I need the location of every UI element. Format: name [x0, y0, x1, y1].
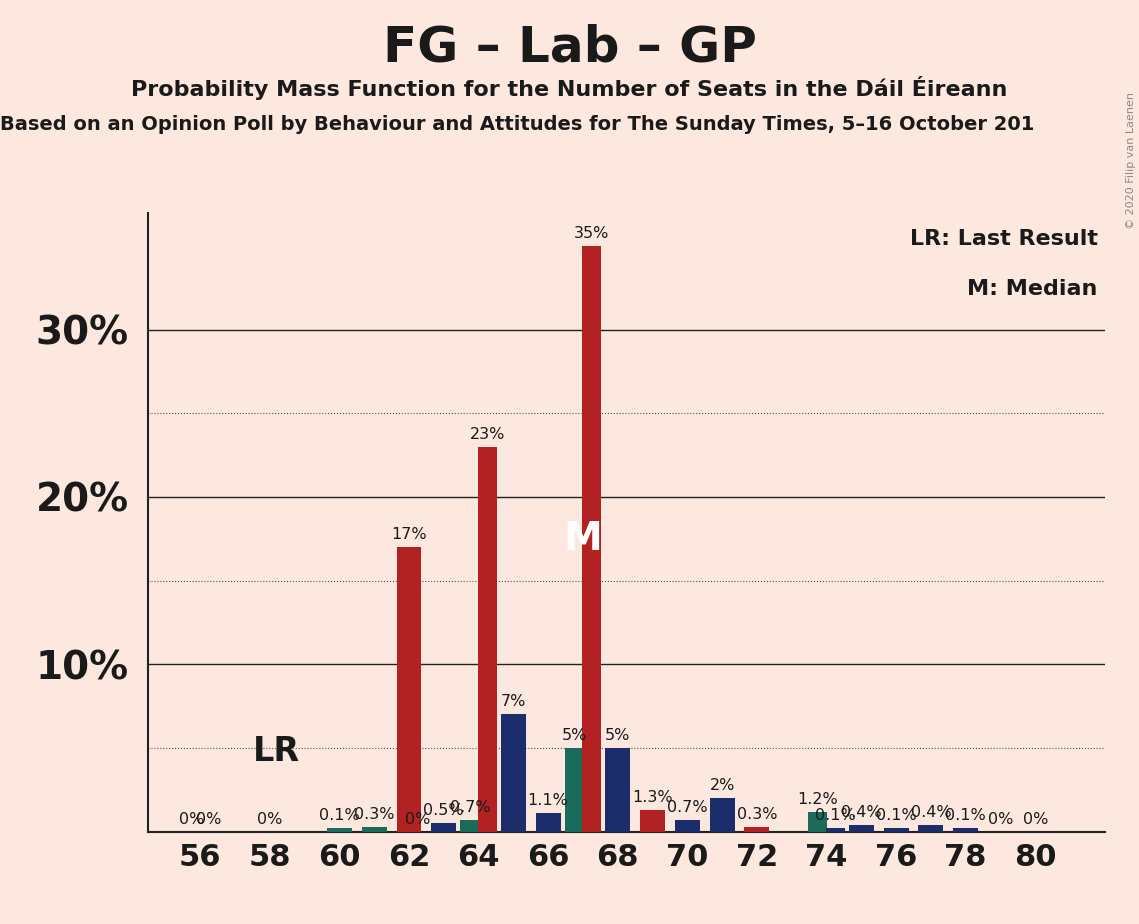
Bar: [809, 811, 827, 832]
Text: 0.7%: 0.7%: [450, 800, 490, 815]
Bar: [675, 820, 699, 832]
Text: 0.1%: 0.1%: [945, 808, 986, 823]
Text: 0.7%: 0.7%: [667, 800, 707, 815]
Text: 0.1%: 0.1%: [319, 808, 360, 823]
Text: 2%: 2%: [710, 778, 735, 793]
Bar: [432, 823, 457, 832]
Text: 5%: 5%: [562, 728, 587, 743]
Text: Based on an Opinion Poll by Behaviour and Attitudes for The Sunday Times, 5–16 O: Based on an Opinion Poll by Behaviour an…: [0, 116, 1034, 135]
Text: 1.1%: 1.1%: [527, 793, 568, 808]
Bar: [849, 825, 874, 832]
Text: 17%: 17%: [391, 527, 427, 542]
Text: © 2020 Filip van Laenen: © 2020 Filip van Laenen: [1126, 92, 1136, 229]
Text: 1.3%: 1.3%: [632, 790, 673, 805]
Bar: [826, 828, 845, 832]
Text: 7%: 7%: [501, 695, 526, 710]
Bar: [745, 827, 769, 832]
Text: Probability Mass Function for the Number of Seats in the Dáil Éireann: Probability Mass Function for the Number…: [131, 76, 1008, 100]
Text: 0%: 0%: [257, 811, 282, 827]
Text: 0.5%: 0.5%: [424, 803, 464, 819]
Bar: [565, 748, 584, 832]
Bar: [327, 828, 352, 832]
Bar: [396, 547, 421, 832]
Bar: [640, 809, 665, 832]
Text: FG – Lab – GP: FG – Lab – GP: [383, 23, 756, 71]
Text: LR: LR: [253, 735, 300, 768]
Bar: [953, 828, 978, 832]
Text: 0%: 0%: [179, 811, 204, 827]
Text: 0.3%: 0.3%: [354, 807, 394, 821]
Text: M: M: [564, 520, 603, 558]
Text: 0%: 0%: [196, 811, 222, 827]
Bar: [460, 820, 480, 832]
Bar: [884, 828, 909, 832]
Text: 0.1%: 0.1%: [876, 808, 917, 823]
Text: 1.2%: 1.2%: [797, 792, 838, 807]
Bar: [710, 798, 735, 832]
Bar: [501, 714, 526, 832]
Bar: [362, 827, 386, 832]
Text: 0.3%: 0.3%: [737, 807, 777, 821]
Text: 0.4%: 0.4%: [910, 805, 951, 820]
Bar: [918, 825, 943, 832]
Text: 5%: 5%: [605, 728, 631, 743]
Text: M: Median: M: Median: [967, 279, 1098, 299]
Bar: [535, 813, 560, 832]
Text: LR: Last Result: LR: Last Result: [910, 229, 1098, 249]
Text: 0.1%: 0.1%: [814, 808, 855, 823]
Bar: [477, 447, 497, 832]
Text: 0%: 0%: [988, 811, 1014, 827]
Text: 0.4%: 0.4%: [841, 805, 882, 820]
Text: 0%: 0%: [1023, 811, 1048, 827]
Bar: [605, 748, 630, 832]
Bar: [582, 246, 601, 832]
Text: 23%: 23%: [469, 427, 505, 442]
Text: 35%: 35%: [574, 226, 609, 241]
Text: 0%: 0%: [405, 811, 431, 827]
